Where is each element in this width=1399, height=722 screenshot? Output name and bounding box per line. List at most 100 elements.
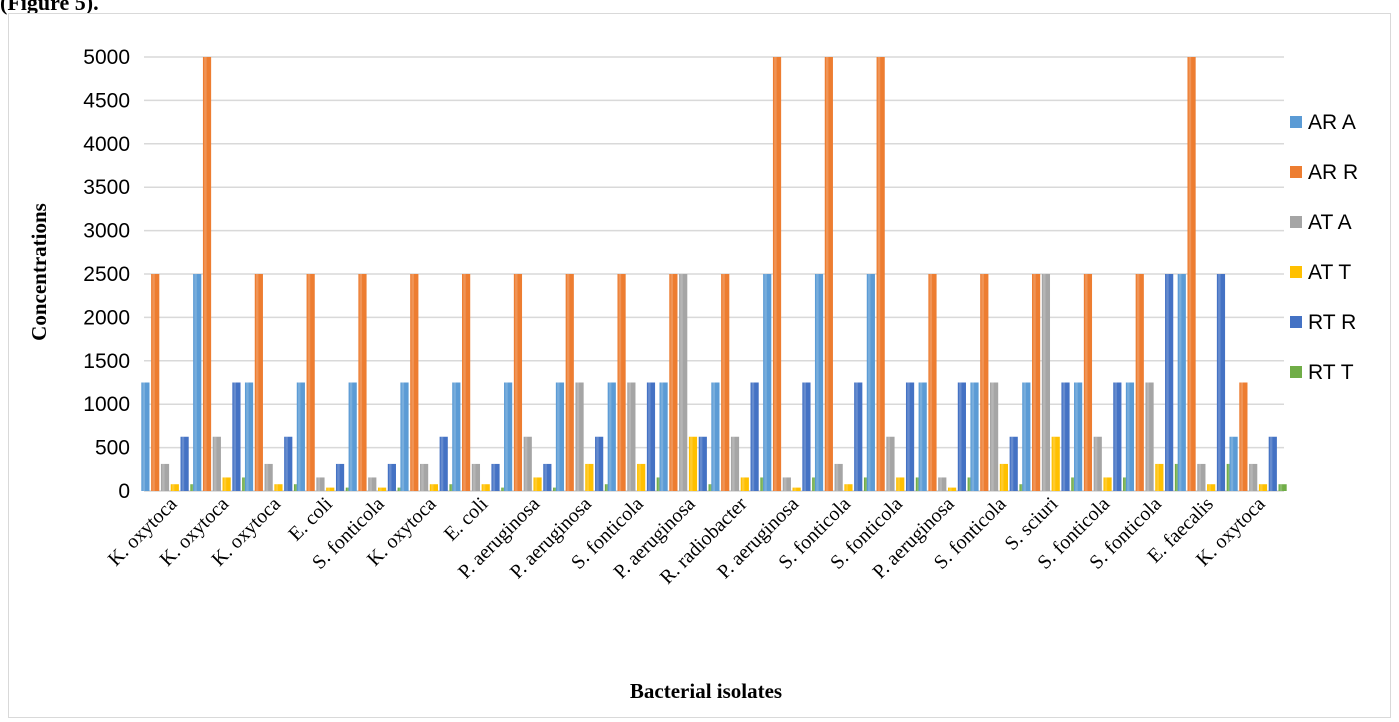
bar-highlight bbox=[660, 382, 664, 491]
bar-at-a bbox=[523, 436, 532, 491]
bar-at-a bbox=[1145, 382, 1154, 491]
bar-highlight bbox=[741, 477, 745, 491]
bar-rt-r bbox=[1009, 436, 1018, 491]
bar-highlight bbox=[181, 436, 185, 491]
bar-highlight bbox=[867, 274, 871, 491]
bar-highlight bbox=[968, 477, 972, 491]
bar-highlight bbox=[359, 274, 363, 491]
bar-highlight bbox=[699, 436, 703, 491]
bar-highlight bbox=[171, 484, 175, 491]
legend-swatch bbox=[1290, 316, 1302, 328]
bar-highlight bbox=[907, 382, 910, 491]
bar-highlight bbox=[816, 274, 819, 491]
bar-rt-r bbox=[854, 382, 863, 491]
bar-highlight bbox=[722, 274, 725, 491]
legend-swatch bbox=[1290, 366, 1302, 378]
bar-highlight bbox=[1260, 484, 1263, 491]
bar-ar-a bbox=[607, 382, 616, 491]
bar-ar-a bbox=[141, 382, 150, 491]
bar-highlight bbox=[709, 484, 713, 491]
bar-highlight bbox=[618, 274, 622, 491]
bar-ar-r bbox=[513, 274, 523, 491]
bar-highlight bbox=[421, 463, 424, 491]
bar-highlight bbox=[1146, 382, 1150, 491]
bar-ar-r bbox=[151, 274, 160, 491]
bar-ar-r bbox=[1239, 382, 1248, 491]
bar-at-a bbox=[679, 274, 688, 491]
bar-highlight bbox=[712, 382, 715, 491]
bar-ar-r bbox=[721, 274, 730, 491]
bar-rt-r bbox=[595, 436, 604, 491]
bar-highlight bbox=[307, 274, 311, 491]
bar-highlight bbox=[1114, 382, 1117, 491]
bar-highlight bbox=[1043, 274, 1046, 491]
bar-rt-r bbox=[284, 436, 293, 491]
bar-highlight bbox=[346, 487, 350, 491]
bar-at-a bbox=[938, 477, 947, 491]
bar-ar-r bbox=[1135, 274, 1144, 491]
bar-ar-a bbox=[1229, 436, 1238, 491]
bar-highlight bbox=[473, 463, 476, 491]
bar-at-a bbox=[990, 382, 999, 491]
bar-rt-t bbox=[1278, 484, 1287, 491]
y-tick-label: 4000 bbox=[83, 133, 130, 156]
y-tick-label: 1000 bbox=[83, 393, 130, 416]
bar-highlight bbox=[751, 382, 755, 491]
bar-highlight bbox=[670, 274, 673, 491]
bar-ar-r bbox=[358, 274, 367, 491]
bar-rt-r bbox=[698, 436, 707, 491]
bar-at-a bbox=[1249, 463, 1258, 491]
bar-highlight bbox=[265, 463, 269, 491]
legend-swatch bbox=[1290, 216, 1302, 228]
bar-at-a bbox=[834, 463, 843, 491]
y-tick-label: 1500 bbox=[83, 350, 130, 373]
y-tick-label: 2000 bbox=[83, 306, 130, 329]
bar-at-t bbox=[947, 487, 957, 491]
bar-ar-a bbox=[193, 274, 202, 491]
bar-highlight bbox=[813, 477, 816, 491]
bar-rt-r bbox=[232, 382, 241, 491]
bar-highlight bbox=[369, 477, 372, 491]
bar-highlight bbox=[783, 477, 787, 491]
bar-ar-a bbox=[918, 382, 927, 491]
bar-ar-a bbox=[1022, 382, 1031, 491]
bar-highlight bbox=[297, 382, 301, 491]
bar-ar-r bbox=[928, 274, 937, 491]
chart-frame bbox=[8, 13, 1391, 718]
bar-highlight bbox=[1227, 463, 1231, 491]
bar-highlight bbox=[638, 463, 641, 491]
bar-rt-r bbox=[1216, 274, 1226, 491]
bar-ar-a bbox=[866, 274, 875, 491]
x-axis-label: Bacterial isolates bbox=[630, 679, 782, 703]
bar-rt-r bbox=[335, 463, 345, 491]
bar-at-a bbox=[1093, 436, 1102, 491]
legend-label: AR A bbox=[1308, 111, 1356, 134]
bar-highlight bbox=[1250, 463, 1253, 491]
y-axis-label: Concentrations bbox=[27, 203, 51, 341]
bar-highlight bbox=[774, 57, 777, 491]
bar-highlight bbox=[1023, 382, 1026, 491]
bar-highlight bbox=[379, 487, 382, 491]
bar-highlight bbox=[648, 382, 651, 491]
bar-rt-r bbox=[1165, 274, 1174, 491]
y-tick-label: 4500 bbox=[83, 89, 130, 112]
bar-highlight bbox=[463, 274, 466, 491]
bar-ar-a bbox=[814, 274, 824, 491]
bar-highlight bbox=[596, 436, 599, 491]
bar-highlight bbox=[505, 382, 508, 491]
bar-highlight bbox=[389, 463, 392, 491]
bar-at-a bbox=[627, 382, 636, 491]
bar-highlight bbox=[929, 274, 933, 491]
bar-highlight bbox=[991, 382, 994, 491]
bar-highlight bbox=[566, 274, 570, 491]
bar-highlight bbox=[657, 477, 661, 491]
bar-highlight bbox=[554, 487, 557, 491]
legend-label: RT T bbox=[1308, 361, 1354, 384]
bar-rt-r bbox=[905, 382, 915, 491]
bar-at-t bbox=[533, 477, 542, 491]
bar-at-t bbox=[740, 477, 749, 491]
bar-highlight bbox=[1085, 274, 1088, 491]
bar-ar-r bbox=[306, 274, 315, 491]
bar-rt-r bbox=[180, 436, 189, 491]
